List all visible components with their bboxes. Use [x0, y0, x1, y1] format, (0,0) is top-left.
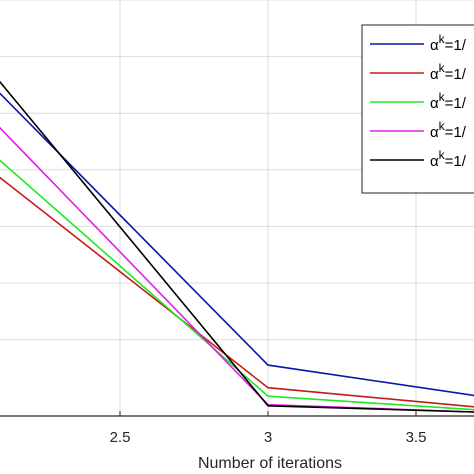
legend-label-3: αk=1/	[430, 90, 467, 112]
legend-label-2: αk=1/	[430, 61, 467, 83]
series-line-5	[0, 80, 474, 413]
x-tick-label: 3.5	[406, 429, 427, 446]
x-tick-label: 2.5	[110, 429, 131, 446]
x-ticks: 2.5 3 3.5	[110, 411, 427, 446]
x-axis-title: Number of iterations	[198, 455, 342, 472]
series-lines	[0, 80, 474, 413]
legend: αk=1/αk=1/αk=1/αk=1/αk=1/	[361, 24, 474, 194]
legend-entries: αk=1/αk=1/αk=1/αk=1/αk=1/	[370, 32, 467, 170]
series-line-2	[0, 176, 474, 408]
legend-label-1: αk=1/	[430, 32, 467, 54]
legend-label-5: αk=1/	[430, 148, 467, 170]
x-tick-label: 3	[264, 429, 272, 446]
legend-label-4: αk=1/	[430, 119, 467, 141]
legend-box	[361, 24, 474, 194]
series-line-3	[0, 159, 474, 411]
series-line-1	[0, 92, 474, 397]
